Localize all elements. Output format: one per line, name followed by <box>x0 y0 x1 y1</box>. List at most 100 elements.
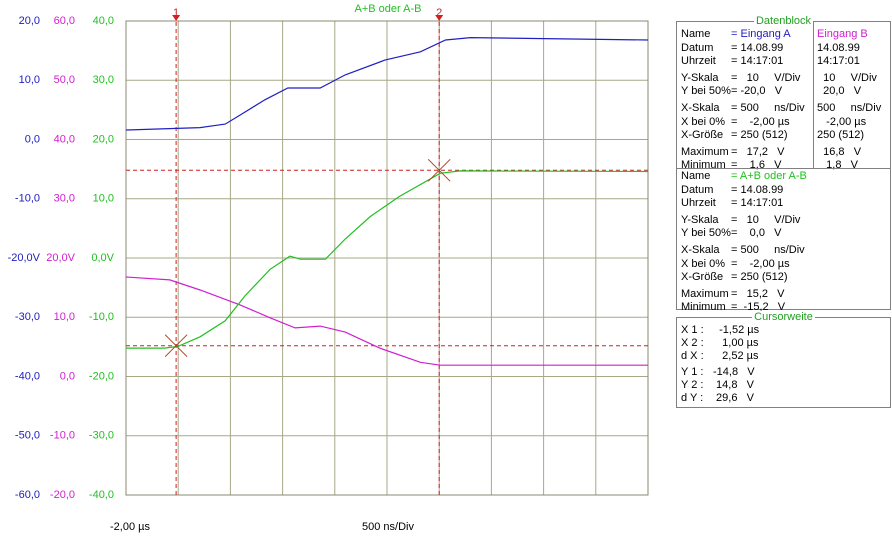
field-label: Maximum <box>681 145 729 158</box>
y-tick-label: 40,0 <box>93 15 114 27</box>
field-value-a: = 14.08.99 <box>731 41 784 54</box>
y-tick-label: 20,0 <box>93 133 114 145</box>
separator <box>677 168 890 169</box>
field-value-a: = 14:17:01 <box>731 55 784 68</box>
column-separator <box>813 22 814 168</box>
oscilloscope-plot: A+B oder A-B -2,00 µs 500 ns/Div 20,010,… <box>8 3 649 533</box>
field-value: = 500 ns/Div <box>731 244 805 256</box>
field-value-a: = -20,0 V <box>731 85 783 98</box>
field-value-b: 10 V/Div <box>817 71 877 84</box>
cursor-field-value: -1,52 µs <box>713 324 760 336</box>
trace <box>125 276 648 366</box>
cursor-marker <box>172 15 181 21</box>
field-value-b: 16,8 V <box>817 145 862 158</box>
field-label: Datum <box>681 183 714 196</box>
cursor-field-label: d Y : <box>681 392 704 404</box>
field-value-a: = 250 (512) <box>731 129 788 142</box>
cursor-field-value: 29,6 V <box>713 392 754 404</box>
field-value-b: 250 (512) <box>817 129 865 142</box>
field-value-b: Eingang B <box>817 28 868 40</box>
field-value: = 250 (512) <box>731 271 788 284</box>
field-label: Y-Skala <box>681 71 719 84</box>
y-tick-label: 20,0 <box>19 15 40 27</box>
field-label: X-Skala <box>681 102 720 114</box>
y-tick-label: -40,0 <box>89 489 114 501</box>
field-value-b: 14:17:01 <box>817 55 860 68</box>
trace <box>125 36 649 131</box>
y-tick-label: -30,0 <box>89 430 114 442</box>
cursor-label: 2 <box>436 7 442 19</box>
field-value: = -15,2 V <box>731 301 786 314</box>
cursor-field-label: Y 2 : <box>681 379 704 391</box>
field-value-b: 1,8 V <box>817 159 858 172</box>
y-tick-label: -10,0 <box>89 311 114 323</box>
y-tick-label: 0,0 <box>25 133 40 145</box>
y-tick-label: 30,0 <box>54 193 75 205</box>
plot-title: A+B oder A-B <box>355 3 422 15</box>
field-value: = A+B oder A-B <box>731 170 807 182</box>
field-label: Uhrzeit <box>681 55 716 68</box>
field-value: = 10 V/Div <box>731 213 801 226</box>
cursor-field-label: X 1 : <box>681 324 704 336</box>
y-tick-label: 10,0 <box>54 311 75 323</box>
cursor-field-value: 1,00 µs <box>713 337 759 349</box>
datenblock-title-wrap: Datenblock <box>677 15 890 27</box>
y-tick-label: -20,0V <box>8 252 41 264</box>
cursorweite-title-wrap: Cursorweite <box>677 311 890 323</box>
field-label: Name <box>681 28 711 40</box>
field-value: = 14.08.99 <box>731 183 784 196</box>
y-tick-label: 10,0 <box>19 74 40 86</box>
y-tick-label: 50,0 <box>54 74 75 86</box>
cursorweite: Cursorweite X 1 : -1,52 µs X 2 : 1,00 µs d… <box>676 311 891 408</box>
field-value: = 15,2 V <box>731 287 785 300</box>
field-value-a: = -2,00 µs <box>731 115 790 128</box>
field-label: X-Größe <box>681 129 724 142</box>
cursor-field-label: d X : <box>681 350 704 362</box>
y-tick-label: -10,0 <box>50 430 75 442</box>
y-tick-label: -20,0 <box>50 489 75 501</box>
datenblock-title: Datenblock <box>753 15 814 27</box>
datenblock: Datenblock Name = Eingang A Eingang B Datum… <box>676 15 891 314</box>
x-start-label: -2,00 µs <box>110 521 150 533</box>
field-label: Y bei 50% <box>681 227 731 240</box>
cursor-cross <box>427 158 451 182</box>
field-label: Y-Skala <box>681 213 719 226</box>
field-value-a: = Eingang A <box>731 28 791 40</box>
plot-frame <box>125 20 649 496</box>
cursor-field-label: Y 1 : <box>681 366 704 378</box>
y-tick-label: -10,0 <box>15 193 40 205</box>
y-tick-label: 10,0 <box>93 193 114 205</box>
y-tick-label: 0,0 <box>60 370 75 382</box>
cursor-label: 1 <box>173 7 179 19</box>
y-tick-label: 0,0V <box>91 252 114 264</box>
cursor-marker <box>435 15 444 21</box>
y-tick-label: 20,0V <box>46 252 75 264</box>
field-value-a: = 10 V/Div <box>731 71 801 84</box>
cursorweite-title: Cursorweite <box>752 311 815 323</box>
y-tick-label: -30,0 <box>15 311 40 323</box>
y-tick-label: 60,0 <box>54 15 75 27</box>
y-tick-label: 40,0 <box>54 133 75 145</box>
cursor-field-value: 2,52 µs <box>713 350 759 362</box>
field-value-b: 14.08.99 <box>817 41 860 54</box>
field-label: X bei 0% <box>681 257 726 270</box>
field-label: Minimum <box>681 301 726 314</box>
cursor-field-label: X 2 : <box>681 337 704 349</box>
field-label: Name <box>681 170 711 182</box>
x-scale-label: 500 ns/Div <box>362 521 414 533</box>
y-tick-label: -20,0 <box>89 370 114 382</box>
field-label: Y bei 50% <box>681 85 731 98</box>
y-tick-label: -50,0 <box>15 430 40 442</box>
field-value-b: -2,00 µs <box>817 115 867 128</box>
field-value-a: = 500 ns/Div <box>731 102 805 114</box>
field-value: = -2,00 µs <box>731 257 790 270</box>
cursor-field-value: 14,8 V <box>713 379 754 391</box>
field-label: X bei 0% <box>681 115 726 128</box>
field-value-a: = 17,2 V <box>731 145 785 158</box>
cursor-field-value: -14,8 V <box>713 366 755 378</box>
field-value: = 0,0 V <box>731 227 782 240</box>
field-value-b: 500 ns/Div <box>817 102 882 114</box>
trace <box>126 170 649 349</box>
field-value: = 14:17:01 <box>731 197 784 210</box>
